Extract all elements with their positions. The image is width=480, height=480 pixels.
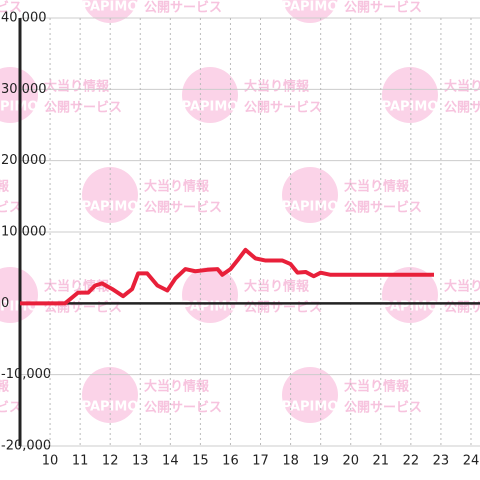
watermark-text: 公開サービス — [144, 400, 222, 416]
watermark-logo — [82, 367, 138, 423]
watermark-text: 公開サービス — [344, 200, 422, 216]
watermark-text: 大当り情報 — [0, 179, 10, 195]
y-tick-label: 0 — [1, 296, 9, 311]
watermark-logo — [182, 267, 238, 323]
x-tick-label: 22 — [403, 454, 420, 469]
x-tick-label: 17 — [252, 454, 269, 469]
watermark-text: 公開サービス — [44, 100, 122, 116]
watermark-text: 公開サービス — [0, 400, 22, 416]
watermark-text: 大当り情報 — [144, 379, 210, 395]
watermark-brand: PAPIMO — [82, 400, 139, 415]
watermark-logo — [382, 267, 438, 323]
watermark-brand: PAPIMO — [382, 300, 439, 315]
watermark-logo — [82, 0, 138, 23]
y-tick-label: 20,000 — [1, 153, 47, 168]
y-tick-label: -20,000 — [1, 439, 51, 454]
x-tick-label: 20 — [342, 454, 359, 469]
y-tick-label: 40,000 — [1, 11, 47, 26]
x-tick-label: 18 — [282, 454, 299, 469]
x-tick-label: 19 — [312, 454, 329, 469]
watermark-logo — [282, 367, 338, 423]
watermark-text: 大当り情報 — [44, 279, 110, 295]
watermark-text: 大当り情報 — [44, 79, 110, 95]
x-tick-label: 12 — [102, 454, 119, 469]
watermark-text: 公開サービス — [144, 200, 222, 216]
watermark-text: 大当り情報 — [244, 279, 310, 295]
x-tick-label: 15 — [192, 454, 209, 469]
watermark-text: 大当り情報 — [444, 279, 480, 295]
watermark-text: 公開サービス — [344, 400, 422, 416]
x-tick-label: 10 — [42, 454, 59, 469]
data-line — [20, 247, 434, 306]
watermark-logo — [182, 67, 238, 123]
y-tick-label: 10,000 — [1, 225, 47, 240]
watermark-text: 公開サービス — [0, 0, 22, 16]
watermark-brand: PAPIMO — [282, 400, 339, 415]
watermark-text: 大当り情報 — [344, 179, 410, 195]
watermark-brand: PAPIMO — [382, 100, 439, 115]
watermark-text: 公開サービス — [244, 300, 322, 316]
watermark-brand: PAPIMO — [82, 0, 139, 15]
watermark-logo — [282, 167, 338, 223]
x-tick-label: 16 — [222, 454, 239, 469]
watermark-brand: PAPIMO — [282, 200, 339, 215]
watermark-text: 大当り情報 — [344, 379, 410, 395]
x-tick-label: 11 — [72, 454, 89, 469]
watermark-text: 公開サービス — [144, 0, 222, 16]
watermark-text: 大当り情報 — [244, 79, 310, 95]
watermark-text: 公開サービス — [244, 100, 322, 116]
watermark-brand: PAPIMO — [182, 100, 239, 115]
watermark-text: 公開サービス — [344, 0, 422, 16]
x-tick-label: 13 — [132, 454, 149, 469]
watermark-logo — [282, 0, 338, 23]
x-tick-label: 14 — [162, 454, 179, 469]
watermark-text: 大当り情報 — [144, 179, 210, 195]
watermark-text: 公開サービス — [0, 200, 22, 216]
watermark-brand: PAPIMO — [282, 0, 339, 15]
watermark-text: 大当り情報 — [0, 379, 10, 395]
x-tick-label: 21 — [373, 454, 390, 469]
watermark-logo — [382, 67, 438, 123]
watermark-text: 公開サービス — [444, 300, 480, 316]
x-tick-label: 24 — [463, 454, 480, 469]
y-tick-label: 30,000 — [1, 82, 47, 97]
y-tick-label: -10,000 — [1, 367, 51, 382]
x-tick-label: 23 — [433, 454, 450, 469]
watermark-brand: PAPIMO — [182, 300, 239, 315]
watermark-text: 公開サービス — [444, 100, 480, 116]
watermark-logo — [82, 167, 138, 223]
watermark-text: 大当り情報 — [444, 79, 480, 95]
watermark-brand: PAPIMO — [82, 200, 139, 215]
